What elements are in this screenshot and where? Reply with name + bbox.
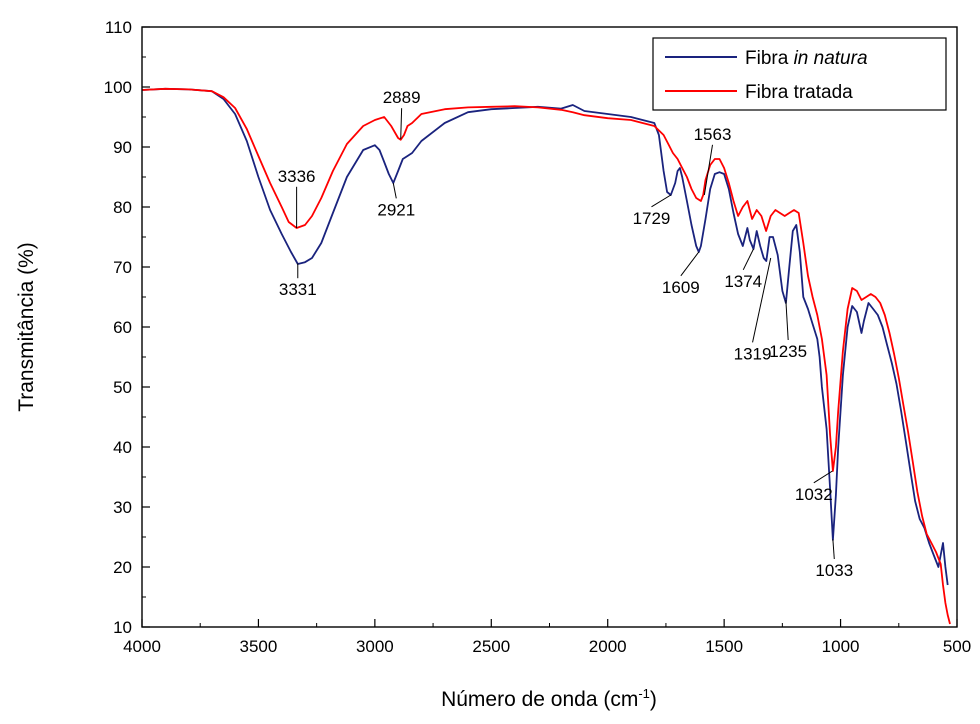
y-tick-label: 30	[113, 498, 132, 517]
x-tick-label: 3000	[356, 637, 394, 656]
annotation-2889: 2889	[383, 88, 421, 107]
x-tick-label: 1500	[705, 637, 743, 656]
y-axis-title: Transmitância (%)	[15, 242, 38, 412]
y-tick-label: 40	[113, 438, 132, 457]
annotation-1563: 1563	[694, 125, 732, 144]
annotation-3336: 3336	[278, 167, 316, 186]
x-tick-label: 500	[943, 637, 971, 656]
x-tick-label: 3500	[240, 637, 278, 656]
y-tick-label: 80	[113, 198, 132, 217]
y-tick-label: 50	[113, 378, 132, 397]
y-tick-label: 110	[105, 18, 132, 37]
y-tick-label: 10	[113, 618, 132, 637]
annotation-1729: 1729	[633, 209, 671, 228]
legend-label-fibra-tratada: Fibra tratada	[745, 82, 853, 103]
annotation-1374: 1374	[724, 272, 762, 291]
annotation-1319: 1319	[734, 344, 772, 363]
x-tick-label: 2000	[589, 637, 627, 656]
x-tick-label: 2500	[472, 637, 510, 656]
legend: Fibra in natura Fibra tratada	[653, 38, 946, 110]
annotation-1032: 1032	[795, 485, 833, 504]
annotation-1609: 1609	[662, 278, 700, 297]
x-tick-label: 1000	[822, 637, 860, 656]
y-tick-label: 90	[113, 138, 132, 157]
legend-label-fibra-in-natura: Fibra in natura	[745, 48, 868, 69]
annotation-3331: 3331	[279, 280, 317, 299]
annotation-2921: 2921	[377, 200, 415, 219]
y-tick-label: 20	[113, 558, 132, 577]
x-tick-label: 4000	[123, 637, 161, 656]
y-tick-label: 70	[113, 258, 132, 277]
annotation-1235: 1235	[769, 342, 807, 361]
y-tick-label: 60	[113, 318, 132, 337]
y-tick-label: 100	[104, 78, 132, 97]
annotation-1033: 1033	[815, 561, 853, 580]
x-axis-title: Número de onda (cm-1)	[441, 686, 657, 711]
plot-area	[142, 27, 957, 627]
